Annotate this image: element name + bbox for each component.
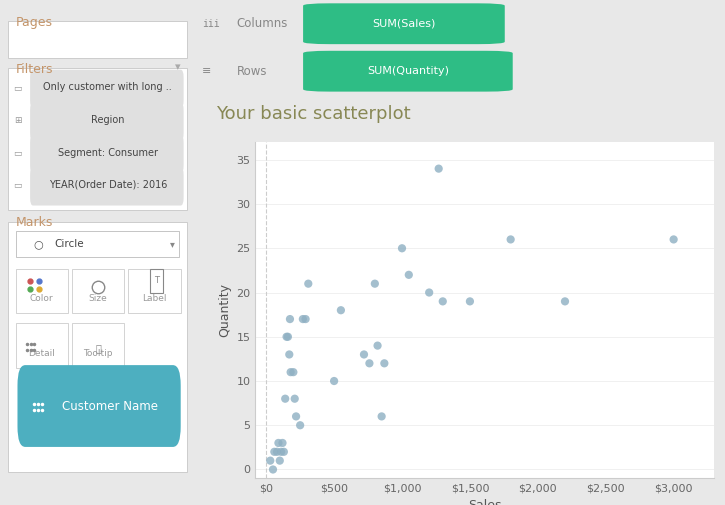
Point [376, 413, 387, 421]
Point [289, 395, 301, 403]
Text: Columns: Columns [237, 17, 288, 30]
Text: Filters: Filters [15, 63, 53, 76]
Point [505, 235, 516, 243]
Y-axis label: Quantity: Quantity [218, 283, 231, 337]
X-axis label: Sales: Sales [468, 499, 502, 505]
Text: 💬: 💬 [95, 343, 101, 354]
FancyBboxPatch shape [150, 269, 163, 293]
Point [335, 306, 347, 314]
Text: Pages: Pages [15, 16, 52, 29]
Point [294, 421, 306, 429]
FancyBboxPatch shape [8, 68, 186, 210]
FancyBboxPatch shape [17, 365, 181, 447]
Point [277, 439, 289, 447]
Point [403, 271, 415, 279]
Point [276, 448, 287, 456]
FancyBboxPatch shape [30, 167, 183, 206]
FancyBboxPatch shape [8, 21, 186, 58]
Point [364, 359, 376, 367]
FancyBboxPatch shape [15, 269, 68, 313]
Text: iii: iii [202, 19, 220, 29]
FancyBboxPatch shape [72, 323, 125, 368]
Point [274, 457, 286, 465]
Text: Marks: Marks [15, 216, 53, 229]
Point [284, 315, 296, 323]
FancyBboxPatch shape [30, 103, 183, 141]
Point [464, 297, 476, 306]
FancyBboxPatch shape [303, 4, 505, 44]
Text: ▭: ▭ [13, 148, 22, 157]
Text: SUM(Sales): SUM(Sales) [372, 19, 436, 29]
Text: Tooltip: Tooltip [83, 348, 113, 358]
Point [668, 235, 679, 243]
Point [396, 244, 407, 252]
Point [268, 448, 280, 456]
Text: T: T [154, 276, 160, 285]
FancyBboxPatch shape [128, 269, 181, 313]
FancyBboxPatch shape [72, 269, 125, 313]
Point [369, 280, 381, 288]
Point [288, 368, 299, 376]
Text: ⊞: ⊞ [14, 116, 21, 125]
Point [290, 413, 302, 421]
Point [278, 448, 290, 456]
Point [559, 297, 571, 306]
Text: ▾: ▾ [170, 239, 175, 249]
Text: Only customer with long ..: Only customer with long .. [44, 82, 173, 92]
Point [283, 350, 295, 359]
Point [268, 466, 279, 474]
Text: Label: Label [142, 294, 167, 303]
Point [273, 439, 284, 447]
Text: Detail: Detail [28, 348, 55, 358]
Point [328, 377, 340, 385]
Text: ▾: ▾ [175, 62, 181, 72]
Point [372, 341, 384, 349]
Text: Your basic scatterplot: Your basic scatterplot [215, 105, 410, 123]
FancyBboxPatch shape [15, 323, 68, 368]
Point [302, 280, 314, 288]
Text: Region: Region [91, 115, 125, 125]
Text: SUM(Quantity): SUM(Quantity) [367, 66, 450, 76]
Text: ○: ○ [33, 239, 43, 249]
Point [437, 297, 449, 306]
FancyBboxPatch shape [8, 222, 186, 472]
Point [297, 315, 309, 323]
FancyBboxPatch shape [15, 231, 179, 257]
Point [299, 315, 311, 323]
Text: Size: Size [88, 294, 107, 303]
Text: Color: Color [30, 294, 54, 303]
Point [282, 333, 294, 341]
Point [281, 333, 292, 341]
FancyBboxPatch shape [30, 70, 183, 108]
Point [423, 288, 435, 296]
Text: ≡: ≡ [202, 66, 212, 76]
Point [358, 350, 370, 359]
FancyBboxPatch shape [303, 51, 513, 91]
Text: Segment: Consumer: Segment: Consumer [58, 147, 158, 158]
Point [433, 165, 444, 173]
FancyBboxPatch shape [30, 135, 183, 173]
Point [378, 359, 390, 367]
Text: Rows: Rows [237, 65, 268, 78]
Point [285, 368, 297, 376]
Text: YEAR(Order Date): 2016: YEAR(Order Date): 2016 [49, 180, 167, 190]
Text: Customer Name: Customer Name [62, 399, 158, 413]
Point [279, 395, 291, 403]
Text: Circle: Circle [54, 239, 84, 249]
Point [271, 448, 283, 456]
Text: ▭: ▭ [13, 83, 22, 92]
Point [265, 457, 276, 465]
Text: ▭: ▭ [13, 180, 22, 189]
